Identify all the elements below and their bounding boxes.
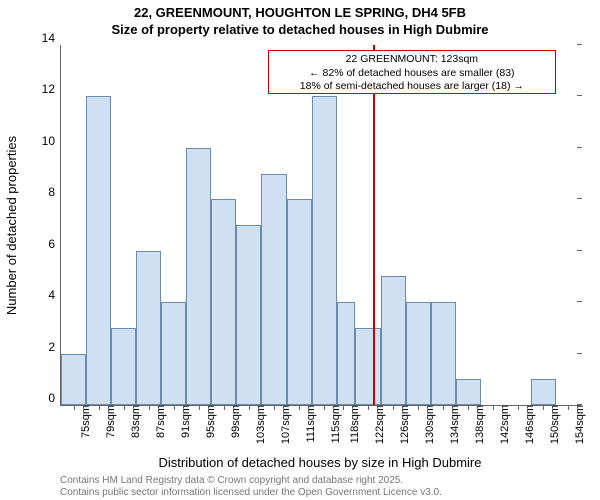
x-tick-mark	[443, 405, 444, 410]
y-tick-label: 10	[42, 134, 61, 148]
y-tick-mark	[577, 147, 582, 148]
x-tick-mark	[274, 405, 275, 410]
histogram-bar	[136, 251, 161, 405]
histogram-chart: 22, GREENMOUNT, HOUGHTON LE SPRING, DH4 …	[0, 0, 600, 500]
x-tick-mark	[343, 405, 344, 410]
x-tick-mark	[468, 405, 469, 410]
y-tick-mark	[577, 353, 582, 354]
histogram-bar	[381, 276, 406, 405]
histogram-bar	[186, 148, 211, 405]
histogram-bar	[261, 174, 286, 405]
x-tick-label: 150sqm	[547, 405, 561, 444]
y-axis-label-wrap: Number of detached properties	[4, 45, 20, 405]
property-marker-line	[373, 45, 375, 405]
x-tick-label: 91sqm	[178, 405, 192, 438]
annotation-line1: 22 GREENMOUNT: 123sqm	[273, 53, 551, 67]
x-tick-mark	[74, 405, 75, 410]
histogram-bar	[236, 225, 261, 405]
chart-title-line1: 22, GREENMOUNT, HOUGHTON LE SPRING, DH4 …	[0, 5, 600, 20]
footer-line1: Contains HM Land Registry data © Crown c…	[60, 475, 403, 486]
histogram-bar	[431, 302, 456, 405]
x-tick-mark	[393, 405, 394, 410]
x-tick-label: 103sqm	[253, 405, 267, 444]
histogram-bar	[211, 199, 236, 405]
x-tick-mark	[249, 405, 250, 410]
x-tick-mark	[368, 405, 369, 410]
x-tick-mark	[493, 405, 494, 410]
footer-line2: Contains public sector information licen…	[60, 487, 442, 498]
x-tick-label: 134sqm	[447, 405, 461, 444]
y-tick-mark	[577, 250, 582, 251]
x-tick-label: 122sqm	[372, 405, 386, 444]
plot-area: 0246810121475sqm79sqm83sqm87sqm91sqm95sq…	[60, 45, 581, 406]
x-tick-mark	[418, 405, 419, 410]
histogram-bar	[161, 302, 186, 405]
x-tick-label: 75sqm	[78, 405, 92, 438]
y-axis-label: Number of detached properties	[5, 135, 20, 314]
x-tick-label: 79sqm	[103, 405, 117, 438]
x-tick-label: 126sqm	[397, 405, 411, 444]
y-tick-label: 6	[48, 237, 61, 251]
x-tick-mark	[568, 405, 569, 410]
annotation-box: 22 GREENMOUNT: 123sqm← 82% of detached h…	[268, 50, 556, 94]
x-tick-mark	[518, 405, 519, 410]
x-tick-mark	[99, 405, 100, 410]
x-tick-mark	[124, 405, 125, 410]
x-tick-mark	[324, 405, 325, 410]
histogram-bar	[61, 354, 86, 405]
x-tick-label: 146sqm	[522, 405, 536, 444]
histogram-bar	[86, 96, 111, 405]
x-tick-label: 154sqm	[572, 405, 586, 444]
x-tick-mark	[224, 405, 225, 410]
x-tick-mark	[543, 405, 544, 410]
histogram-bar	[531, 379, 556, 405]
annotation-line2: ← 82% of detached houses are smaller (83…	[273, 67, 551, 81]
histogram-bar	[287, 199, 312, 405]
y-tick-label: 8	[48, 185, 61, 199]
histogram-bar	[337, 302, 356, 405]
histogram-bar	[355, 328, 380, 405]
x-tick-label: 87sqm	[153, 405, 167, 438]
y-tick-label: 4	[48, 288, 61, 302]
x-tick-label: 95sqm	[203, 405, 217, 438]
x-tick-mark	[149, 405, 150, 410]
y-tick-mark	[577, 44, 582, 45]
x-tick-label: 83sqm	[128, 405, 142, 438]
x-tick-label: 118sqm	[347, 405, 361, 443]
x-tick-mark	[174, 405, 175, 410]
chart-title-line2: Size of property relative to detached ho…	[0, 22, 600, 37]
annotation-line3: 18% of semi-detached houses are larger (…	[273, 80, 551, 94]
x-tick-label: 99sqm	[228, 405, 242, 438]
x-tick-label: 111sqm	[303, 405, 317, 443]
x-tick-label: 130sqm	[422, 405, 436, 444]
y-tick-mark	[577, 301, 582, 302]
y-tick-label: 14	[42, 31, 61, 45]
x-tick-label: 142sqm	[497, 405, 511, 444]
histogram-bar	[111, 328, 136, 405]
x-tick-label: 115sqm	[328, 405, 342, 443]
x-tick-mark	[299, 405, 300, 410]
y-tick-mark	[577, 95, 582, 96]
y-tick-mark	[577, 198, 582, 199]
histogram-bar	[406, 302, 431, 405]
x-axis-label: Distribution of detached houses by size …	[60, 455, 580, 470]
x-tick-mark	[199, 405, 200, 410]
y-tick-label: 2	[48, 340, 61, 354]
x-tick-label: 138sqm	[472, 405, 486, 444]
y-tick-label: 12	[42, 82, 61, 96]
x-tick-label: 107sqm	[278, 405, 292, 444]
y-tick-label: 0	[48, 391, 61, 405]
histogram-bar	[312, 96, 337, 405]
histogram-bar	[456, 379, 481, 405]
